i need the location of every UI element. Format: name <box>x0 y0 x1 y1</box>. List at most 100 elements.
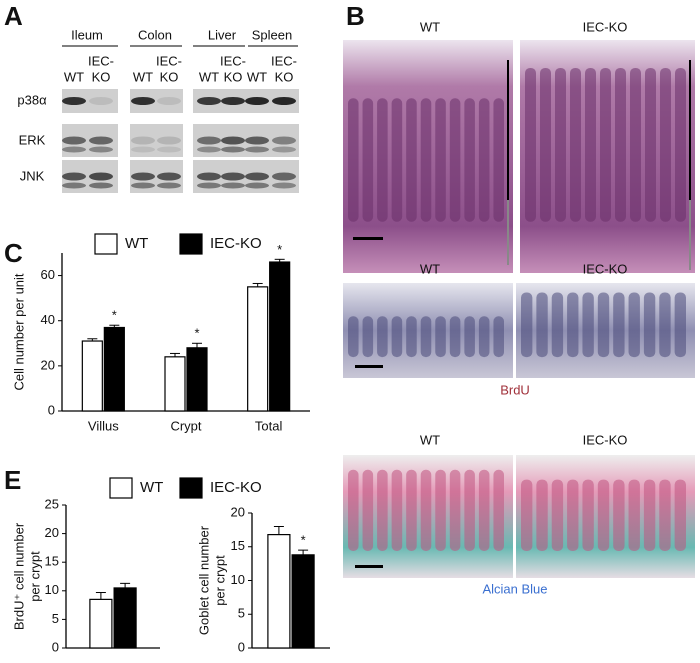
tissue-label: Liver <box>208 27 237 42</box>
villus <box>536 292 548 358</box>
lane-label: KO <box>224 69 243 84</box>
y-tick-label: 10 <box>231 572 245 587</box>
lane-label: WT <box>199 69 219 84</box>
scale-bar <box>353 237 383 240</box>
lane-label: IEC- <box>271 53 297 68</box>
villus <box>597 292 610 358</box>
bar <box>247 286 269 412</box>
villus <box>420 98 432 222</box>
legend-swatch <box>179 233 203 255</box>
villus <box>464 469 475 551</box>
villus <box>643 479 656 551</box>
scale-bar <box>355 365 383 368</box>
y-tick-label: 15 <box>231 538 245 553</box>
blot-band <box>221 136 245 145</box>
y-tick-label: 25 <box>45 496 59 511</box>
villus <box>521 479 533 551</box>
y-tick-label: 0 <box>52 639 59 654</box>
blot-band <box>89 136 113 145</box>
villus <box>615 67 626 222</box>
blot-band <box>62 97 86 105</box>
villus <box>377 98 388 222</box>
villus <box>478 98 490 222</box>
blot-band <box>221 182 245 189</box>
lane-label: KO <box>275 69 294 84</box>
blot-band <box>197 97 221 105</box>
y-tick-label: 10 <box>45 582 59 597</box>
image-label: IEC-KO <box>583 19 628 34</box>
y-axis-label: BrdU⁺ cell number <box>11 522 26 630</box>
image-label: WT <box>420 19 440 34</box>
villus <box>659 292 671 358</box>
villus <box>377 469 388 551</box>
bar <box>291 554 315 649</box>
villus <box>645 67 656 222</box>
villus <box>348 469 359 551</box>
blot-band <box>272 136 296 145</box>
villus <box>597 479 610 551</box>
row-label: p38α <box>17 92 47 107</box>
villus <box>435 98 446 222</box>
significance-mark: * <box>277 242 282 257</box>
blot-band <box>131 136 155 145</box>
blot-band <box>131 97 155 105</box>
villus <box>613 292 625 358</box>
villus <box>377 316 388 358</box>
blot-band <box>245 182 269 189</box>
blot-band <box>221 97 245 105</box>
bar <box>267 533 291 649</box>
villus <box>628 479 640 551</box>
blot-band <box>157 172 181 181</box>
blot-band <box>197 136 221 145</box>
panel-label: E <box>4 465 21 495</box>
y-tick-label: 40 <box>41 312 55 327</box>
bar <box>81 340 103 412</box>
legend-swatch <box>179 477 203 499</box>
villus <box>449 98 461 222</box>
blot-band <box>245 172 269 181</box>
bar <box>103 326 125 412</box>
y-tick-label: 20 <box>45 525 59 540</box>
blot-band <box>221 146 245 153</box>
y-tick-label: 20 <box>231 504 245 519</box>
blot-band <box>245 97 269 105</box>
lane-label: WT <box>247 69 267 84</box>
villus <box>449 469 461 551</box>
villus <box>478 316 490 358</box>
bar <box>186 347 208 412</box>
villus <box>643 292 656 358</box>
villus <box>449 316 461 358</box>
villus <box>525 67 536 222</box>
villus <box>464 316 475 358</box>
blot-band <box>131 182 155 189</box>
y-tick-label: 5 <box>52 611 59 626</box>
blot-band <box>197 182 221 189</box>
villus <box>493 98 504 222</box>
blot-band <box>157 97 181 105</box>
lane-label: IEC- <box>88 53 114 68</box>
stain-label: Alcian Blue <box>482 581 547 596</box>
legend-label: IEC-KO <box>210 235 262 252</box>
blot-band <box>272 182 296 189</box>
villus <box>435 316 446 358</box>
lane-label: WT <box>133 69 153 84</box>
blot-band <box>62 146 86 153</box>
villus <box>628 292 640 358</box>
bar <box>164 356 186 412</box>
villus <box>675 67 686 222</box>
blot-band <box>272 97 296 105</box>
villus <box>362 469 374 551</box>
blot-band <box>62 136 86 145</box>
blot-band <box>131 172 155 181</box>
blot-band <box>245 136 269 145</box>
blot-membrane <box>130 124 183 157</box>
blot-band <box>131 146 155 153</box>
villus <box>406 469 417 551</box>
bar <box>113 587 137 649</box>
blot-band <box>157 182 181 189</box>
blot-band <box>157 146 181 153</box>
legend-label: IEC-KO <box>210 479 262 496</box>
lane-label: WT <box>64 69 84 84</box>
y-tick-label: 60 <box>41 267 55 282</box>
villus <box>570 67 581 222</box>
